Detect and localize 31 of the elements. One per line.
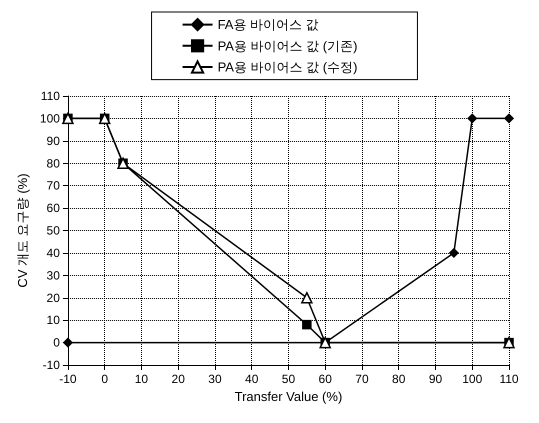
y-tick-label: 70 [46, 178, 60, 193]
x-tick-label: 40 [245, 372, 259, 386]
x-axis-title: Transfer Value (%) [234, 388, 342, 404]
y-tick-label: 30 [46, 268, 60, 282]
y-tick-label: 100 [40, 111, 60, 126]
x-tick-label: 70 [355, 372, 369, 386]
y-tick-label: 80 [46, 156, 60, 170]
x-tick-label: 100 [462, 372, 483, 386]
y-tick-label: 10 [46, 313, 60, 328]
x-tick-label: 60 [318, 372, 332, 386]
legend-label: PA용 바이어스 값 (수정) [218, 60, 358, 74]
y-tick-label: 40 [46, 246, 60, 260]
x-tick-label: 110 [499, 372, 519, 386]
legend-label: PA용 바이어스 값 (기존) [218, 38, 358, 54]
y-tick-label: 90 [46, 134, 60, 148]
y-tick-label: 50 [46, 224, 60, 238]
y-tick-label: 20 [46, 290, 60, 305]
x-tick-label: 0 [101, 372, 108, 386]
x-tick-label: -10 [59, 372, 77, 386]
y-axis-title: CV 개도 요구량 (%) [15, 173, 30, 288]
x-tick-label: 30 [208, 372, 222, 386]
x-tick-label: 90 [428, 372, 442, 386]
x-tick-label: 20 [172, 372, 186, 386]
y-tick-label: 0 [53, 336, 60, 350]
y-tick-label: 60 [46, 201, 60, 216]
x-tick-label: 50 [282, 372, 296, 386]
x-tick-label: 80 [392, 372, 406, 386]
x-tick-label: 10 [134, 372, 148, 386]
y-tick-label: 110 [40, 89, 60, 103]
y-tick-label: -10 [42, 358, 60, 372]
legend-label: FA용 바이어스 값 [218, 17, 319, 32]
